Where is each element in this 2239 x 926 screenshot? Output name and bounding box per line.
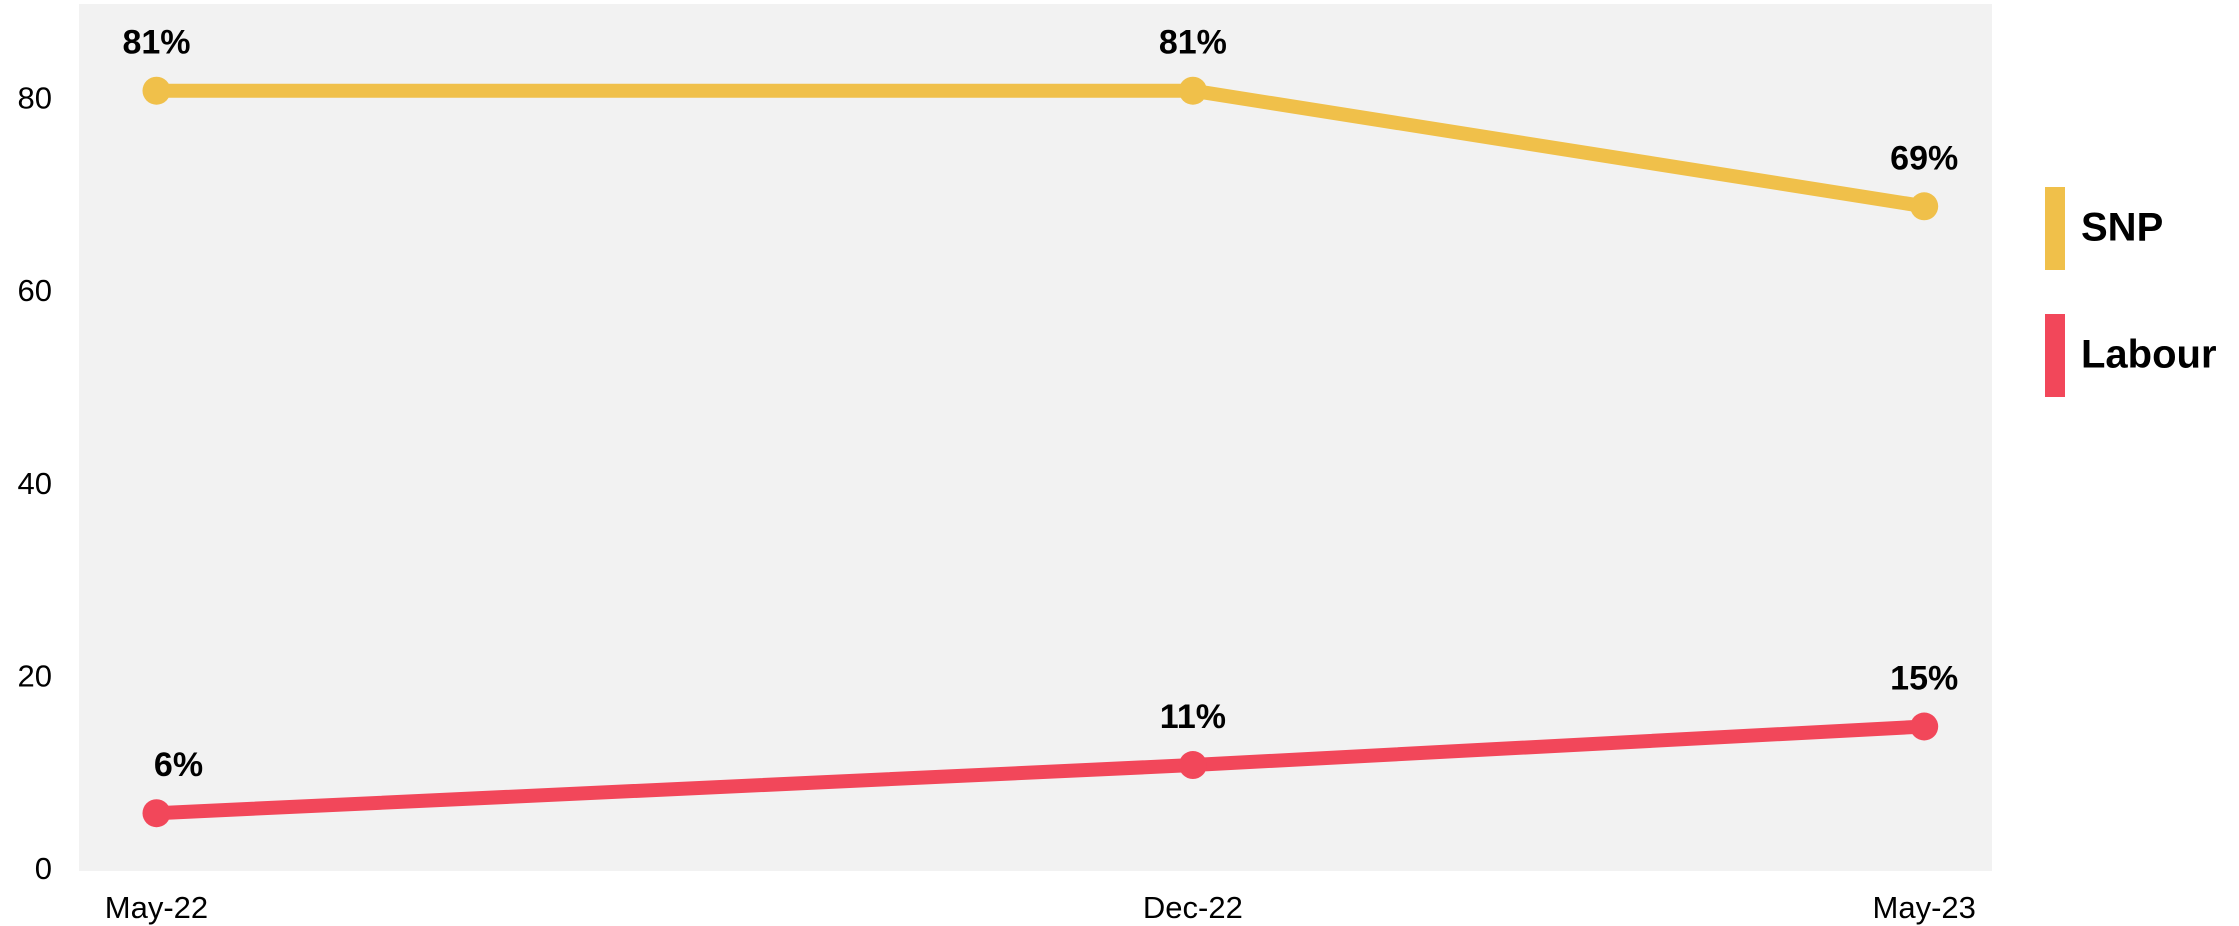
- plot-area: [79, 4, 1992, 871]
- point: [1178, 76, 1207, 105]
- point: [1910, 192, 1939, 221]
- legend-swatch: [2045, 314, 2065, 397]
- y-tick-label: 20: [18, 659, 52, 694]
- y-tick-label: 60: [18, 273, 52, 308]
- y-tick-label: 40: [18, 466, 52, 501]
- y-tick-label: 0: [35, 851, 52, 886]
- point: [1910, 712, 1939, 741]
- value-label: 69%: [1890, 139, 1958, 177]
- value-label: 81%: [122, 24, 190, 62]
- value-label: 81%: [1159, 24, 1227, 62]
- legend-swatch: [2045, 187, 2065, 270]
- point: [1178, 751, 1207, 780]
- x-tick-label: Dec-22: [1143, 890, 1243, 925]
- legend-label: SNP: [2081, 206, 2163, 250]
- point: [142, 799, 171, 828]
- legend-label: Labour: [2081, 333, 2217, 377]
- x-tick-label: May-23: [1873, 890, 1976, 925]
- value-label: 11%: [1160, 698, 1226, 736]
- y-tick-label: 80: [18, 81, 52, 116]
- value-label: 6%: [154, 746, 203, 784]
- point: [142, 76, 171, 105]
- x-tick-label: May-22: [105, 890, 208, 925]
- value-label: 15%: [1890, 659, 1958, 697]
